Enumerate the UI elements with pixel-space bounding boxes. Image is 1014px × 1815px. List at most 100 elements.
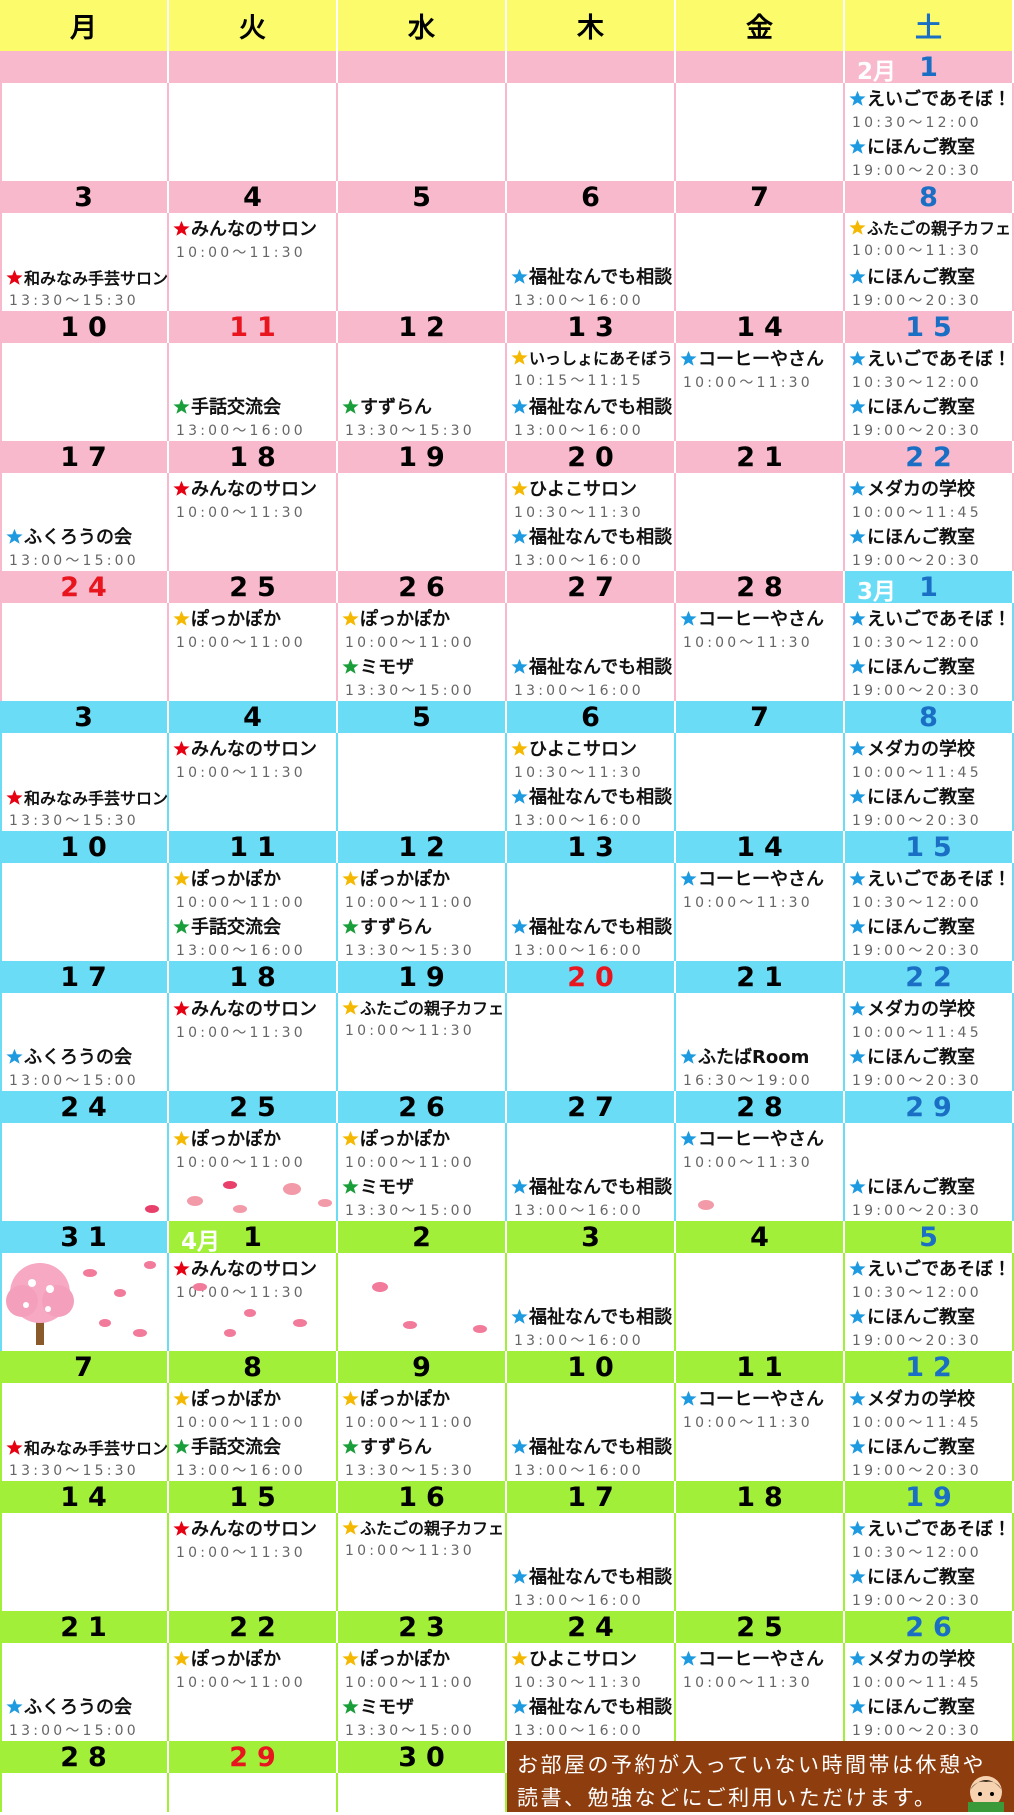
event-name-text: えいごであそぼ！ — [867, 609, 1011, 630]
event: みんなのサロン 10:00～11:30 — [173, 735, 334, 782]
date-row: 18 — [169, 961, 338, 993]
star-icon — [342, 1130, 359, 1146]
event-name: みんなのサロン — [173, 1515, 334, 1541]
event-name: ぽっかぽか — [342, 1645, 503, 1671]
event-name-text: いっしょにあそぼう — [529, 349, 674, 368]
weekday-header: 金 — [676, 0, 845, 51]
event-name: ぽっかぽか — [173, 1125, 334, 1151]
event: みんなのサロン 10:00～11:30 — [173, 995, 334, 1042]
event: すずらん 13:30～15:30 — [342, 393, 503, 440]
event-time: 10:00～11:30 — [176, 505, 306, 521]
date-number: 19 — [398, 441, 454, 473]
event: ひよこサロン 10:30～11:30 — [511, 1645, 672, 1692]
date-row: 18 — [169, 441, 338, 473]
star-icon — [511, 1650, 528, 1666]
star-icon — [342, 999, 359, 1015]
event-name-text: メダカの学校 — [867, 999, 975, 1020]
weekday-header: 土 — [845, 0, 1014, 51]
day-cell: ぽっかぽか 10:00～11:00 ミモザ 13:30～15:00 — [338, 603, 507, 701]
event: 福祉なんでも相談 13:00～16:00 — [511, 1693, 672, 1740]
event-name-text: ふくろうの会 — [24, 527, 132, 548]
event-time: 10:00～11:30 — [683, 1415, 813, 1431]
day-cell: ぽっかぽか 10:00～11:00 すずらん 13:30～15:30 — [338, 1383, 507, 1481]
day-cell — [338, 213, 507, 311]
date-row: 26 — [845, 1611, 1014, 1643]
date-row: 12 — [338, 831, 507, 863]
day-cell: ぽっかぽか 10:00～11:00 手話交流会 13:00～16:00 — [169, 1383, 338, 1481]
event-name: みんなのサロン — [173, 995, 334, 1021]
date-number: 7 — [750, 701, 778, 733]
event-time: 10:00～11:00 — [176, 1155, 306, 1171]
event-name-text: みんなのサロン — [191, 219, 317, 240]
event-name: コーヒーやさん — [680, 605, 841, 631]
star-icon — [849, 90, 866, 106]
star-icon — [849, 1390, 866, 1406]
date-number: 24 — [60, 571, 116, 603]
event-time: 10:00～11:30 — [345, 1543, 475, 1559]
date-number: 7 — [750, 181, 778, 213]
event: コーヒーやさん 10:00～11:30 — [680, 345, 841, 392]
event-name: 福祉なんでも相談 — [511, 653, 672, 679]
star-icon — [680, 1130, 697, 1146]
event-name: 和みなみ手芸サロン — [6, 785, 168, 809]
date-row: 17 — [0, 961, 169, 993]
star-icon — [849, 1520, 866, 1536]
date-number: 19 — [905, 1481, 961, 1513]
star-icon — [342, 1519, 359, 1535]
event: えいごであそぼ！ 10:30～12:00 — [849, 865, 1011, 912]
star-icon — [173, 1000, 190, 1016]
event-time: 19:00～20:30 — [852, 293, 982, 309]
event: えいごであそぼ！ 10:30～12:00 — [849, 345, 1011, 392]
date-row: 7 — [0, 1351, 169, 1383]
day-cell — [0, 1123, 169, 1221]
event: にほんご教室 19:00～20:30 — [849, 523, 1010, 570]
event: ふくろうの会 13:00～15:00 — [6, 523, 165, 570]
day-cell: ふくろうの会 13:00～15:00 — [0, 1643, 169, 1741]
event-name: ひよこサロン — [511, 475, 672, 501]
event: 福祉なんでも相談 13:00～16:00 — [511, 653, 672, 700]
star-icon — [849, 528, 866, 544]
event: みんなのサロン 10:00～11:30 — [173, 215, 334, 262]
event-name-text: 福祉なんでも相談 — [529, 397, 673, 418]
event-name-text: ふたごの親子カフェ — [867, 219, 1012, 238]
date-number: 10 — [567, 1351, 623, 1383]
date-row: 5 — [338, 181, 507, 213]
weekday-header: 月 — [0, 0, 169, 51]
event: コーヒーやさん 10:00～11:30 — [680, 605, 841, 652]
date-row: 12 — [338, 311, 507, 343]
event: えいごであそぼ！ 10:30～12:00 — [849, 85, 1011, 132]
day-cell: えいごであそぼ！ 10:30～12:00 にほんご教室 19:00～20:30 — [845, 863, 1014, 961]
date-row — [338, 51, 507, 83]
event: 福祉なんでも相談 13:00～16:00 — [511, 913, 672, 960]
event-name: ぽっかぽか — [342, 1125, 503, 1151]
date-row: 17 — [507, 1481, 676, 1513]
month-label: 3月 — [857, 579, 897, 605]
day-cell: 福祉なんでも相談 13:00～16:00 — [507, 1513, 676, 1611]
date-number: 21 — [736, 441, 792, 473]
date-number: 3 — [74, 701, 102, 733]
star-icon — [342, 398, 359, 414]
event-name-text: 福祉なんでも相談 — [529, 1177, 673, 1198]
star-icon — [511, 480, 528, 496]
date-number: 25 — [229, 1091, 285, 1123]
date-row: 9 — [338, 1351, 507, 1383]
day-cell — [0, 1253, 169, 1351]
day-cell — [676, 1513, 845, 1611]
event-time: 19:00～20:30 — [852, 1333, 982, 1349]
event: コーヒーやさん 10:00～11:30 — [680, 1125, 841, 1172]
star-icon — [6, 1698, 23, 1714]
event-name: コーヒーやさん — [680, 1385, 841, 1411]
event-name-text: ぽっかぽか — [360, 869, 450, 890]
event: メダカの学校 10:00～11:45 — [849, 995, 1010, 1042]
day-cell — [507, 83, 676, 181]
event: にほんご教室 19:00～20:30 — [849, 913, 1010, 960]
day-cell: コーヒーやさん 10:00～11:30 — [676, 863, 845, 961]
date-number: 20 — [567, 961, 623, 993]
event-time: 13:00～16:00 — [514, 1723, 644, 1739]
event-time: 13:00～16:00 — [514, 1463, 644, 1479]
date-number: 12 — [905, 1351, 961, 1383]
event-name: ひよこサロン — [511, 735, 672, 761]
date-number: 31 — [60, 1221, 116, 1253]
day-cell: ふたごの親子カフェ 10:00～11:30 にほんご教室 19:00～20:30 — [845, 213, 1014, 311]
star-icon — [342, 1650, 359, 1666]
